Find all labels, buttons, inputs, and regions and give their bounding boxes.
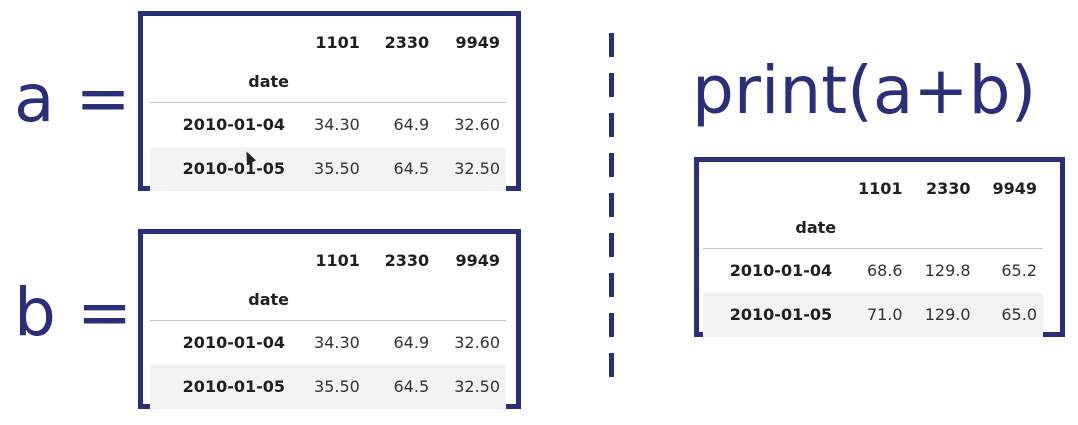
cell: 32.50 [454,377,500,396]
dataframe-a-frame: 1101 2330 9949 date 2010-01-04 34.30 64.… [138,11,521,191]
label-print-result: print(a+b) [692,52,1037,129]
corner-cell [150,24,295,60]
column-header: 2330 [925,178,971,198]
column-header: 9949 [455,250,500,270]
table-row: 2010-01-05 35.50 64.5 32.50 [150,146,506,191]
dataframe-a: 1101 2330 9949 date 2010-01-04 34.30 64.… [150,24,506,191]
column-header: 2330 [384,32,430,52]
label-b: b = [14,274,133,351]
label-a: a = [14,60,131,137]
cell: 129.8 [924,261,971,281]
cell: 64.5 [393,159,430,178]
cell: 65.2 [1001,261,1037,281]
cell: 129.0 [924,305,971,324]
table-row: 2010-01-04 34.30 64.9 32.60 [150,103,506,147]
index-name: date [248,289,290,309]
row-index: 2010-01-05 [182,159,286,178]
dataframe-b: 1101 2330 9949 date 2010-01-04 34.30 64.… [150,242,506,409]
cell: 34.30 [314,115,360,135]
dashed-divider [609,33,614,378]
column-header: 1101 [858,178,903,198]
row-index: 2010-01-05 [729,305,833,324]
cell: 35.50 [314,377,360,396]
table-row: 2010-01-05 71.0 129.0 65.0 [703,292,1043,337]
index-name: date [248,71,290,91]
index-name: date [795,217,837,237]
row-index: 2010-01-04 [182,333,286,353]
cell: 32.60 [454,115,500,135]
column-header: 1101 [315,32,360,52]
cell: 64.9 [393,333,430,353]
cell: 32.60 [454,333,500,353]
table-row: 2010-01-04 34.30 64.9 32.60 [150,321,506,365]
row-index: 2010-01-04 [729,261,833,281]
dataframe-b-frame: 1101 2330 9949 date 2010-01-04 34.30 64.… [138,229,521,409]
cell: 64.5 [393,377,430,396]
corner-cell [150,242,295,278]
cell: 32.50 [454,159,500,178]
row-index: 2010-01-04 [182,115,286,135]
column-header: 9949 [992,178,1037,198]
cell: 71.0 [866,305,903,324]
column-header: 9949 [455,32,500,52]
table-row: 2010-01-05 35.50 64.5 32.50 [150,364,506,409]
cell: 34.30 [314,333,360,353]
row-index: 2010-01-05 [182,377,286,396]
cell: 64.9 [393,115,430,135]
cell: 65.0 [1001,305,1037,324]
column-header: 1101 [315,250,360,270]
cell: 68.6 [866,261,903,281]
cell: 35.50 [314,159,360,178]
corner-cell [703,170,842,206]
dataframe-result-frame: 1101 2330 9949 date 2010-01-04 68.6 129.… [694,157,1065,337]
dataframe-result: 1101 2330 9949 date 2010-01-04 68.6 129.… [703,170,1043,337]
table-row: 2010-01-04 68.6 129.8 65.2 [703,249,1043,293]
column-header: 2330 [384,250,430,270]
